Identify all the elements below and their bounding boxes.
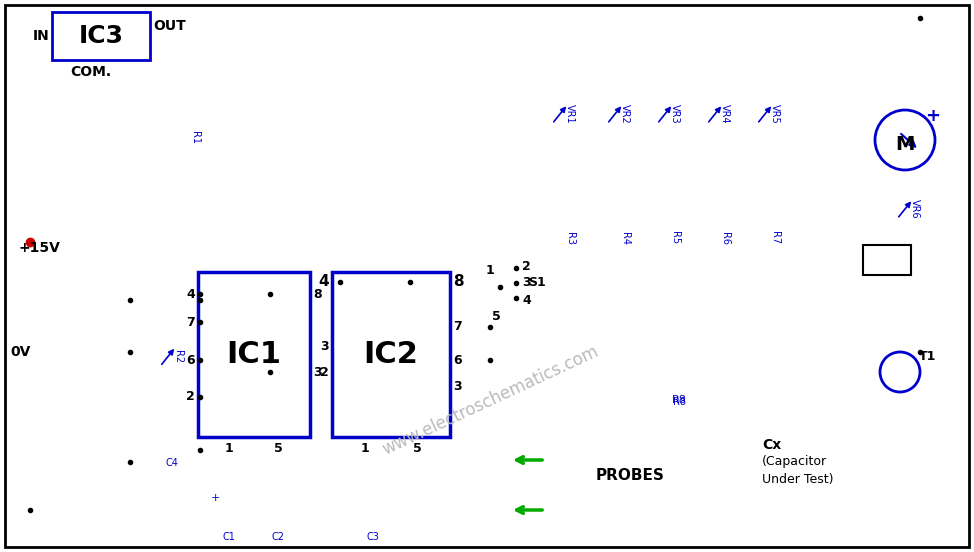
Text: 7: 7 [186,316,195,328]
Text: 1: 1 [225,443,234,455]
Text: 8: 8 [313,288,321,300]
Text: COM.: COM. [70,65,111,79]
Text: R2: R2 [173,350,183,363]
Text: IC1: IC1 [227,340,281,369]
Text: 4: 4 [522,294,531,306]
Text: PROBES: PROBES [595,468,664,482]
Text: C1: C1 [223,532,236,542]
Text: 5: 5 [275,443,283,455]
Text: VR1: VR1 [565,104,575,124]
Text: C2: C2 [272,532,284,542]
Text: Under Test): Under Test) [762,474,834,486]
Text: VR6: VR6 [910,199,920,219]
Text: 3: 3 [522,277,531,289]
Text: 4: 4 [318,274,329,289]
Text: 6: 6 [186,353,195,367]
Text: 5: 5 [492,310,501,322]
Text: +15V: +15V [18,241,59,255]
Text: OUT: OUT [153,19,186,33]
Text: Cx: Cx [762,438,781,452]
Text: VR5: VR5 [770,104,780,124]
Text: IC2: IC2 [363,340,419,369]
Text: 6: 6 [453,353,462,367]
Text: www.electroschematics.com: www.electroschematics.com [379,342,601,458]
Text: +: + [210,493,220,503]
Text: 3: 3 [320,341,329,353]
Text: M: M [895,135,915,155]
Text: 1: 1 [486,263,495,277]
Text: VR4: VR4 [720,104,730,124]
Text: R7: R7 [770,231,780,245]
Text: R4: R4 [620,231,630,245]
Text: T1: T1 [919,349,937,363]
Text: 2: 2 [186,390,195,404]
Text: 3: 3 [453,380,462,394]
Text: 7: 7 [453,321,462,333]
Text: R5: R5 [670,231,680,245]
Text: R6: R6 [720,231,730,245]
Text: VR3: VR3 [670,104,680,124]
Text: R3: R3 [565,231,575,245]
Text: VR2: VR2 [620,104,630,124]
Text: 8: 8 [453,274,464,289]
Bar [198,272,310,437]
Text: 3: 3 [313,365,321,379]
Circle shape [875,110,935,170]
Circle shape [880,352,920,392]
Text: R8: R8 [671,395,687,405]
Text: S1: S1 [528,277,545,289]
Text: C4: C4 [165,458,178,468]
Text: 2: 2 [320,365,329,379]
Text: 2: 2 [522,259,531,273]
Bar [863,245,911,275]
Text: (Capacitor: (Capacitor [762,455,827,469]
Text: C3: C3 [366,532,380,542]
Bar [332,272,450,437]
Text: 0V: 0V [10,345,30,359]
Text: 5: 5 [413,443,422,455]
Text: IC3: IC3 [79,24,124,48]
Text: IN: IN [32,29,49,43]
Text: R8: R8 [672,397,686,407]
Text: R1: R1 [190,131,200,144]
Text: +: + [925,107,941,125]
Bar [52,12,150,60]
Text: 4: 4 [186,288,195,300]
Text: 1: 1 [360,443,369,455]
